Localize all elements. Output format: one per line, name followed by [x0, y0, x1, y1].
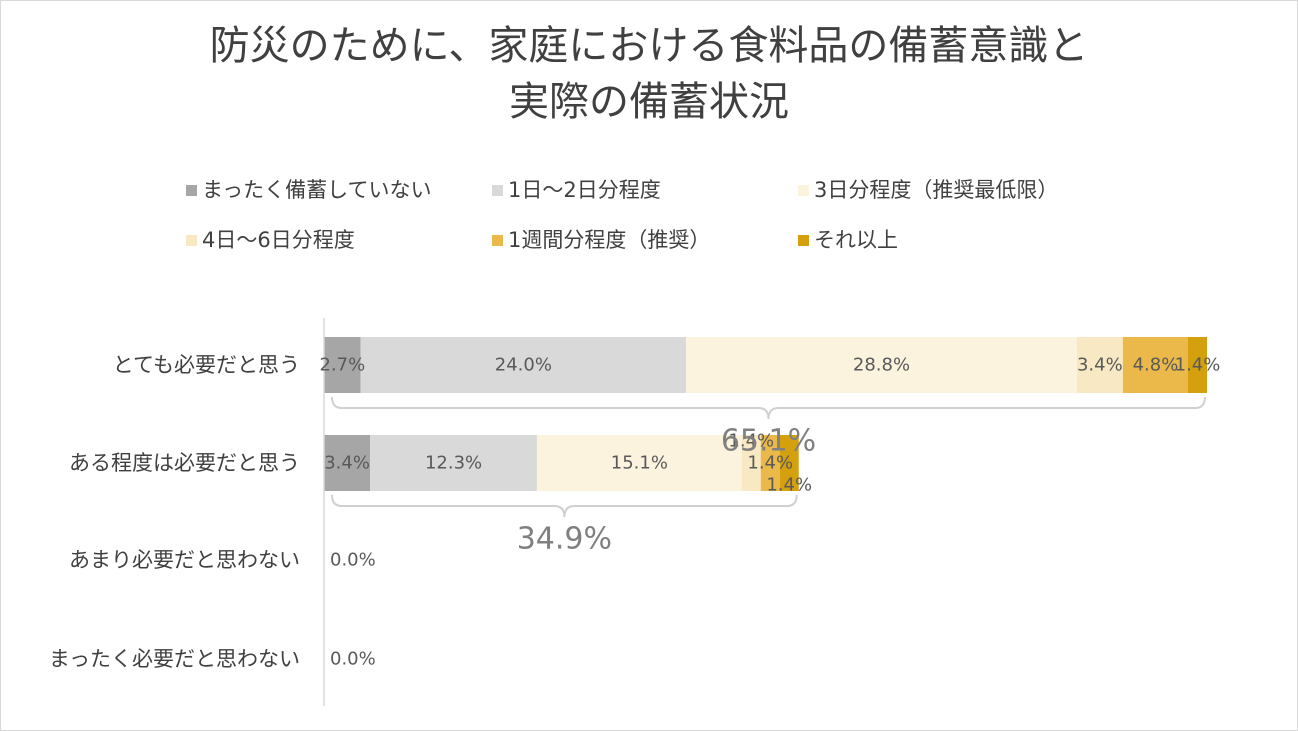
data-label: 0.0%	[330, 649, 376, 670]
category-label: まったく必要だと思わない	[49, 647, 300, 671]
bar-segment	[741, 435, 761, 491]
data-label: 1.4%	[747, 453, 793, 474]
data-label: 2.7%	[319, 355, 365, 376]
legend-label: 1週間分程度（推奨）	[508, 228, 711, 252]
chart-title-line-1: 防災のために、家庭における食料品の備蓄意識と	[209, 23, 1089, 69]
bar-segment	[779, 435, 799, 491]
legend-item-more: それ以上	[798, 226, 898, 254]
legend-swatch	[186, 185, 197, 196]
total-label: 65.1%	[721, 424, 816, 459]
legend-swatch	[186, 235, 197, 246]
legend-swatch	[492, 185, 503, 196]
data-label: 4.8%	[1133, 355, 1179, 376]
data-label: 24.0%	[495, 355, 552, 376]
legend-swatch	[798, 185, 809, 196]
data-label: 0.0%	[330, 550, 376, 571]
data-label: 15.1%	[611, 453, 668, 474]
chart-title: 防災のために、家庭における食料品の備蓄意識と 実際の備蓄状況	[0, 18, 1298, 130]
total-brace	[331, 396, 1206, 420]
bar-segment	[760, 435, 780, 491]
bar-segment	[1076, 337, 1123, 393]
data-label: 1.4%	[1175, 355, 1221, 376]
data-label: 3.4%	[1077, 355, 1123, 376]
legend-label: 3日分程度（推奨最低限）	[814, 178, 1059, 202]
bar-segment	[324, 435, 371, 491]
data-label: 1.4%	[728, 431, 774, 452]
data-label: 3.4%	[324, 453, 370, 474]
legend-swatch	[492, 235, 503, 246]
data-label: 28.8%	[853, 355, 910, 376]
total-brace	[331, 494, 798, 518]
total-label: 34.9%	[517, 522, 612, 557]
bar-segment	[360, 337, 687, 393]
legend-label: 4日～6日分程度	[202, 228, 355, 252]
legend-item-no-stock: まったく備蓄していない	[186, 176, 432, 204]
legend-label: それ以上	[814, 228, 898, 252]
bar-segment	[1122, 337, 1189, 393]
legend-item-3-days: 3日分程度（推奨最低限）	[798, 176, 1058, 204]
bar-segment	[686, 337, 1077, 393]
legend-item-4-6-days: 4日～6日分程度	[186, 226, 355, 254]
legend-swatch	[798, 235, 809, 246]
legend-item-1-week: 1週間分程度（推奨）	[492, 226, 710, 254]
data-label: 1.4%	[766, 475, 812, 496]
bar-segment	[370, 435, 537, 491]
bar-segment	[536, 435, 742, 491]
data-label: 12.3%	[425, 453, 482, 474]
category-label: あまり必要だと思わない	[69, 548, 300, 572]
legend-label: 1日～2日分程度	[508, 178, 661, 202]
legend-item-1-2-days: 1日～2日分程度	[492, 176, 661, 204]
category-label: とても必要だと思う	[113, 353, 300, 377]
chart-title-line-2: 実際の備蓄状況	[509, 79, 789, 125]
category-label: ある程度は必要だと思う	[69, 451, 300, 475]
bar-segment	[1188, 337, 1207, 393]
bar-segment	[324, 337, 361, 393]
legend-label: まったく備蓄していない	[202, 178, 432, 202]
